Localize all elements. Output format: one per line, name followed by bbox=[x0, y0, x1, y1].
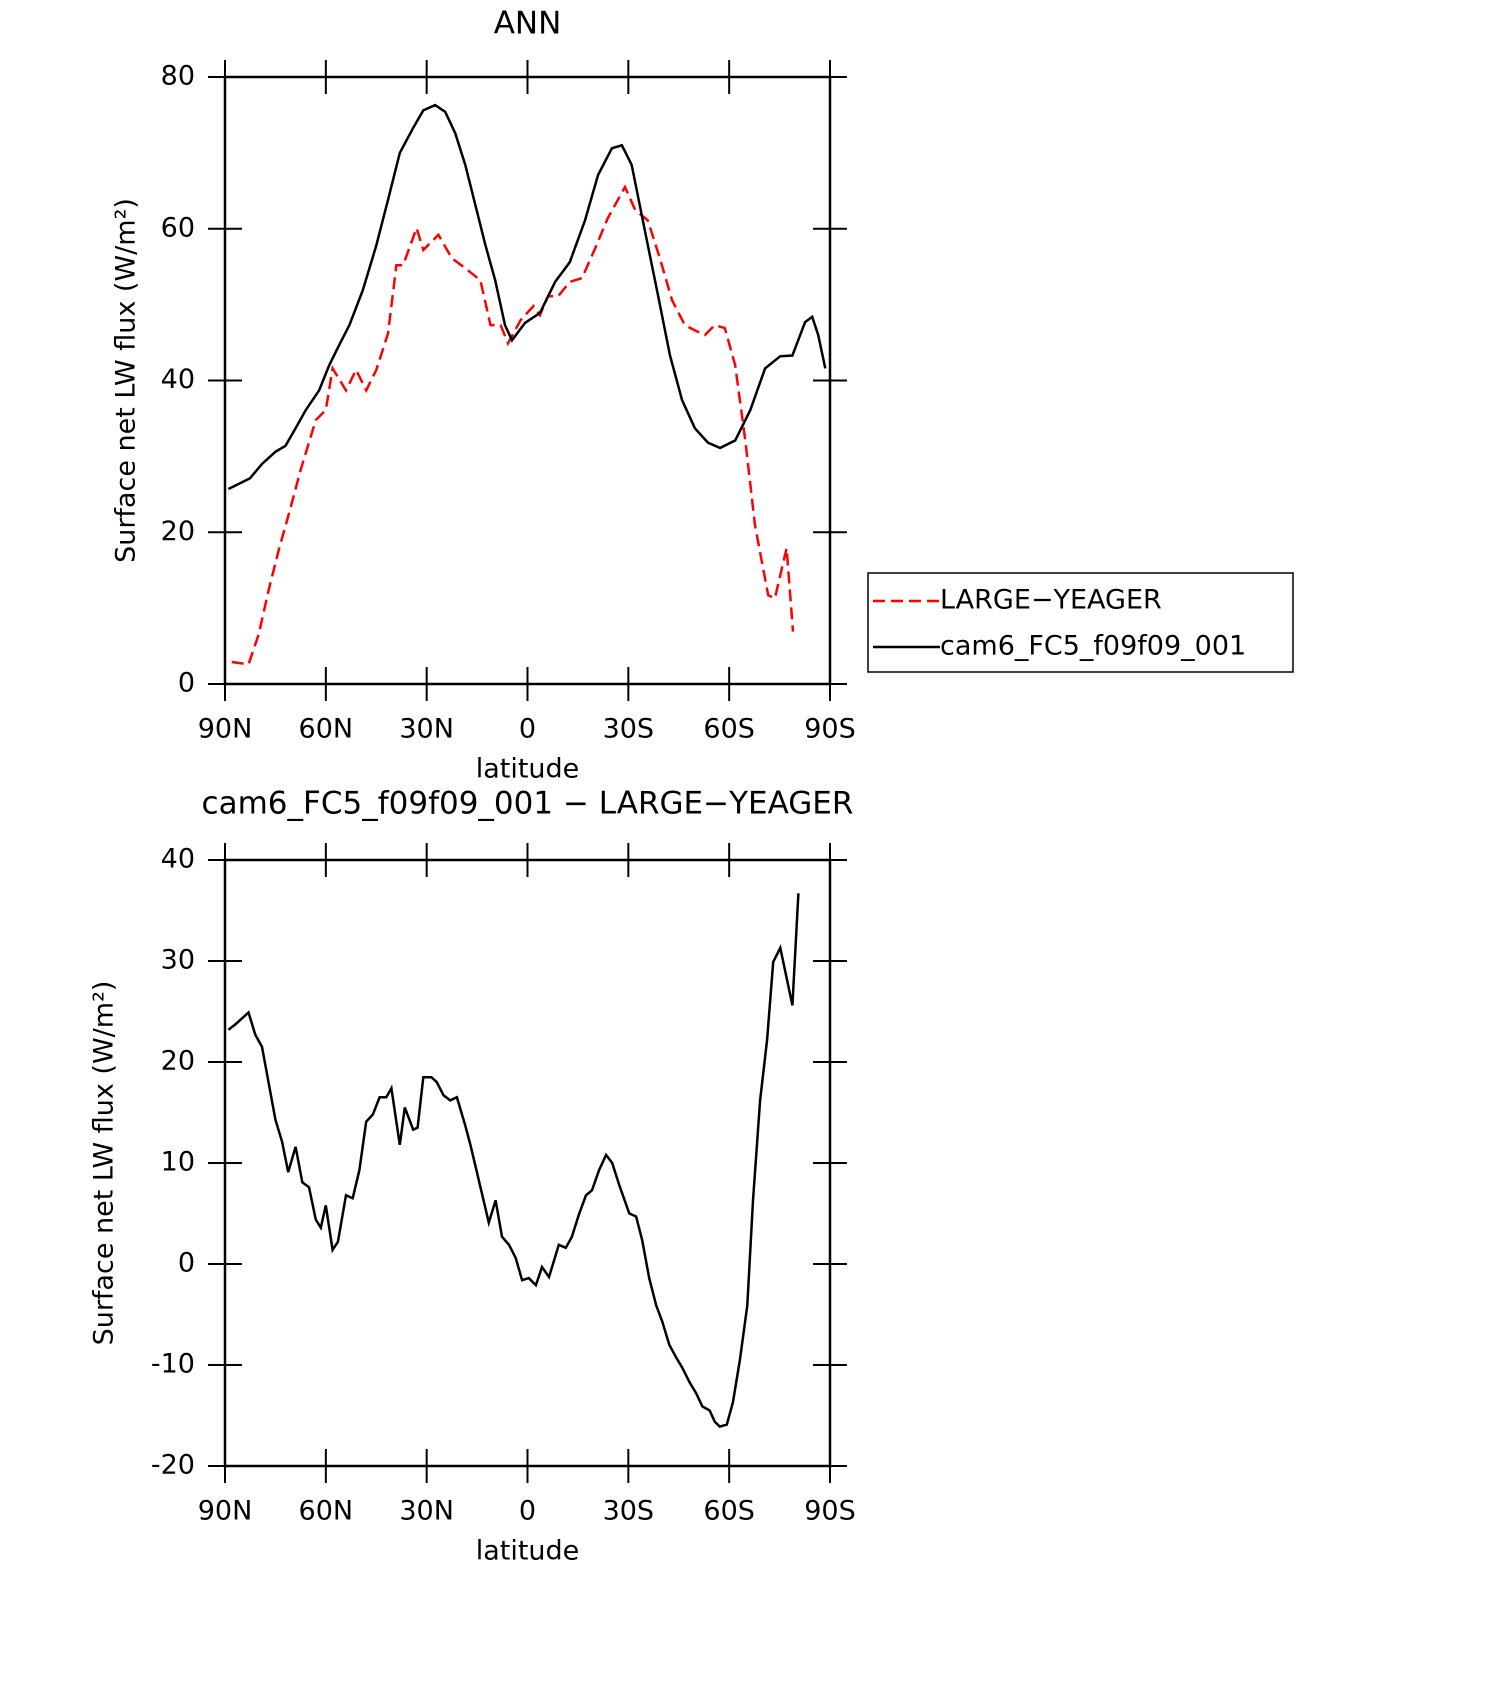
legend-label: cam6_FC5_f09f09_001 bbox=[940, 631, 1246, 662]
plot-frame bbox=[223, 75, 832, 686]
y-tick-label: 20 bbox=[161, 516, 195, 547]
y-axis-label: Surface net LW flux (W/m²) bbox=[89, 981, 120, 1346]
data-line bbox=[231, 184, 795, 666]
x-tick-label: 30N bbox=[399, 714, 454, 745]
legend-label: LARGE−YEAGER bbox=[940, 585, 1162, 616]
x-tick-label: 60N bbox=[299, 1496, 354, 1527]
x-tick-label: 30S bbox=[603, 714, 655, 745]
x-tick-label: 60S bbox=[703, 714, 755, 745]
plot-frame bbox=[223, 858, 832, 1468]
x-tick-label: 90N bbox=[198, 714, 253, 745]
chart-title: ANN bbox=[494, 6, 562, 42]
y-tick-label: 20 bbox=[161, 1046, 195, 1077]
x-tick-label: 90S bbox=[804, 714, 856, 745]
y-tick-label: 30 bbox=[161, 945, 195, 976]
y-tick-label: 0 bbox=[178, 1248, 195, 1279]
x-tick-label: 90S bbox=[804, 1496, 856, 1527]
x-tick-label: 0 bbox=[519, 714, 536, 745]
y-tick-label: 40 bbox=[161, 364, 195, 395]
x-tick-label: 0 bbox=[519, 1496, 536, 1527]
y-tick-label: 10 bbox=[161, 1147, 195, 1178]
x-axis-label: latitude bbox=[476, 754, 580, 785]
x-axis-label: latitude bbox=[476, 1536, 580, 1567]
x-tick-label: 90N bbox=[198, 1496, 253, 1527]
data-line bbox=[227, 103, 827, 491]
x-tick-label: 60N bbox=[299, 714, 354, 745]
chart-title: cam6_FC5_f09f09_001 − LARGE−YEAGER bbox=[202, 786, 854, 822]
y-tick-label: 0 bbox=[178, 668, 195, 699]
x-tick-label: 60S bbox=[703, 1496, 755, 1527]
y-axis-label: Surface net LW flux (W/m²) bbox=[111, 198, 142, 563]
y-tick-label: 80 bbox=[161, 61, 195, 92]
x-tick-label: 30N bbox=[399, 1496, 454, 1527]
legend-box bbox=[867, 572, 1294, 673]
y-tick-label: -10 bbox=[151, 1349, 195, 1380]
y-tick-label: -20 bbox=[151, 1450, 195, 1481]
y-tick-label: 40 bbox=[161, 844, 195, 875]
x-tick-label: 30S bbox=[603, 1496, 655, 1527]
y-tick-label: 60 bbox=[161, 212, 195, 243]
data-line bbox=[227, 893, 800, 1429]
